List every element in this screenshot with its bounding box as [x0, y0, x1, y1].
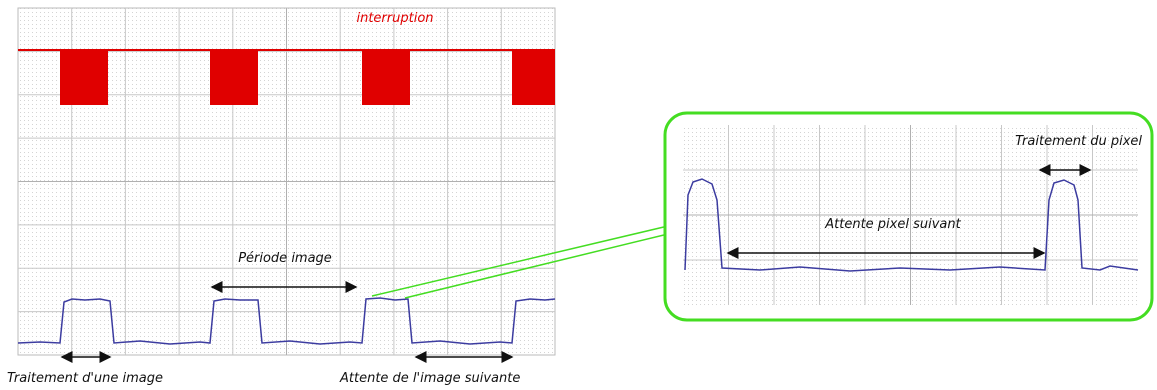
image-processing-label: Traitement d'une image	[7, 371, 163, 386]
left-scope	[18, 8, 555, 355]
scope-figure: interruption Période image Traitement d'…	[0, 0, 1157, 390]
wait-pixel-label: Attente pixel suivant	[824, 217, 961, 232]
pixel-processing-label: Traitement du pixel	[1015, 134, 1142, 149]
wait-image-label: Attente de l'image suivante	[339, 371, 520, 386]
interruption-label: interruption	[356, 11, 433, 26]
period-label: Période image	[238, 251, 332, 266]
